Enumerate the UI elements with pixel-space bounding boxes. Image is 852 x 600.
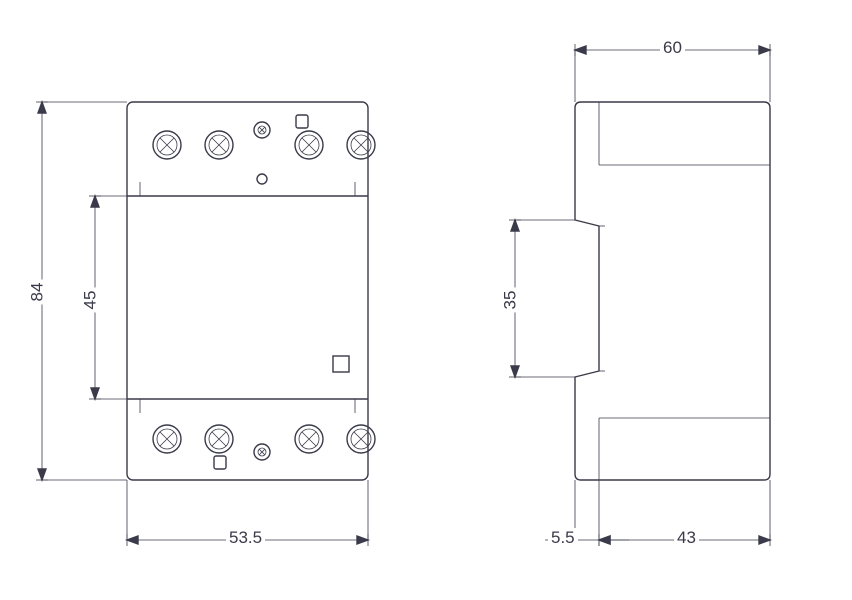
- technical-drawing: [0, 0, 852, 600]
- dim-53-5: 53.5: [226, 528, 265, 548]
- dim-43: 43: [674, 528, 699, 548]
- dim-60: 60: [660, 38, 685, 58]
- dim-35: 35: [500, 288, 520, 313]
- dim-84: 84: [27, 280, 47, 305]
- dim-5-5: 5.5: [548, 528, 578, 548]
- dim-45: 45: [80, 288, 100, 313]
